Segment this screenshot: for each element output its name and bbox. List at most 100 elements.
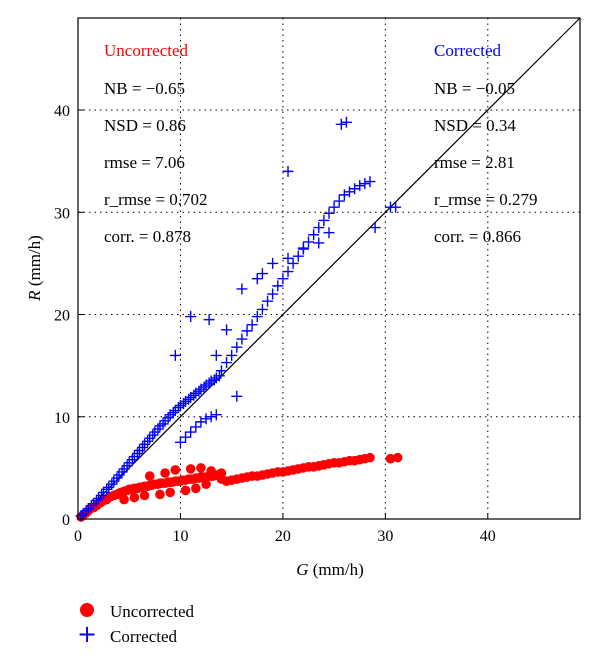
corrected-point (282, 266, 294, 278)
corrected-point (335, 118, 347, 130)
uncorrected-point (191, 483, 201, 494)
uncorrected-point (201, 479, 211, 490)
uncorrected-point (385, 453, 396, 464)
x-tick-label: 40 (480, 528, 496, 545)
plot-frame (77, 17, 581, 520)
red-dot-icon (80, 603, 94, 617)
corrected-point (144, 432, 156, 444)
series-corrected (75, 116, 402, 522)
corrected-point (333, 195, 345, 207)
corrected-point (169, 349, 181, 361)
grid-lines (78, 18, 580, 519)
corrected-point (149, 426, 161, 438)
corrected-corr: corr. = 0.866 (434, 227, 521, 246)
corrected-point (292, 250, 304, 262)
corrected-point (152, 423, 164, 435)
uncorrected-nb: NB = −0.65 (104, 79, 185, 98)
corrected-r-rmse: r_rmse = 0.279 (434, 190, 538, 209)
uncorrected-point (180, 485, 191, 496)
corrected-point (210, 372, 222, 384)
y-tick-label: 30 (54, 205, 70, 222)
corrected-point (251, 273, 263, 285)
corrected-point (349, 183, 361, 195)
corrected-point (205, 411, 217, 423)
corrected-point (154, 420, 166, 432)
uncorrected-point (155, 489, 165, 500)
corrected-point (215, 365, 227, 377)
uncorrected-point (160, 468, 170, 478)
corrected-point (213, 370, 225, 382)
corrected-point (262, 295, 274, 307)
corrected-point (185, 311, 197, 323)
corrected-point (313, 237, 325, 249)
corrected-point (200, 413, 212, 425)
y-axis-title: R (mm/h) (25, 235, 44, 302)
uncorrected-point (165, 487, 176, 498)
x-tick-label: 10 (172, 528, 188, 545)
corrected-point (174, 436, 186, 448)
scatter-chart: 0 10 20 30 40 0 10 20 30 40 Uncorrected Corrected… (25, 17, 581, 579)
corrected-point (251, 311, 263, 323)
uncorrected-point (170, 465, 181, 475)
uncorrected-point (216, 468, 227, 478)
x-tick-label: 30 (377, 528, 393, 545)
uncorrected-point (139, 490, 150, 501)
corrected-point (111, 472, 123, 484)
corrected-point (121, 460, 133, 472)
corrected-point (180, 431, 192, 443)
uncorrected-point (196, 463, 206, 473)
uncorrected-point (144, 471, 155, 481)
corrected-point (118, 463, 130, 475)
corrected-point (297, 242, 309, 254)
corrected-point (282, 252, 294, 264)
corrected-point (231, 341, 243, 353)
corrected-point (287, 257, 299, 269)
y-tick-label: 0 (62, 512, 70, 529)
corrected-point (221, 357, 233, 369)
corrected-point (340, 116, 352, 128)
corrected-point (338, 189, 350, 201)
legend-label-uncorrected: Uncorrected (110, 602, 195, 621)
y-tick-label: 40 (54, 103, 70, 120)
corrected-point (282, 165, 294, 177)
data-points (75, 116, 403, 522)
corrected-point (359, 178, 371, 190)
corrected-point (185, 426, 197, 438)
axis-ticks: 0 10 20 30 40 0 10 20 30 40 (54, 103, 496, 545)
corrected-point (323, 207, 335, 219)
uncorrected-point (206, 466, 216, 476)
corrected-point (272, 280, 284, 292)
blue-plus-icon: + (76, 620, 98, 648)
uncorrected-point (365, 452, 375, 463)
corrected-point (210, 349, 222, 361)
corrected-point (241, 325, 253, 337)
corrected-point (203, 314, 215, 326)
corrected-point (190, 421, 202, 433)
y-tick-label: 20 (54, 308, 70, 325)
corrected-point (106, 478, 118, 490)
uncorrected-point (392, 452, 403, 463)
y-tick-label: 10 (54, 410, 70, 427)
corrected-point (162, 412, 174, 424)
corrected-point (343, 186, 355, 198)
corrected-point (303, 236, 315, 248)
corrected-point (221, 324, 233, 336)
corrected-point (308, 229, 320, 241)
corrected-point (85, 500, 97, 512)
corrected-point (167, 407, 179, 419)
corrected-point (323, 227, 335, 239)
x-tick-label: 0 (74, 528, 82, 545)
corrected-point (147, 429, 159, 441)
corrected-point (210, 409, 222, 421)
corrected-point (384, 201, 396, 213)
corrected-point (131, 448, 143, 460)
corrected-point (101, 483, 113, 495)
corrected-point (108, 475, 120, 487)
uncorrected-corr: corr. = 0.878 (104, 227, 191, 246)
corrected-point (236, 333, 248, 345)
identity-line (77, 17, 581, 520)
corrected-header: Corrected (434, 41, 502, 60)
corrected-nsd: NSD = 0.34 (434, 116, 516, 135)
corrected-point (116, 466, 128, 478)
uncorrected-point (119, 494, 129, 505)
